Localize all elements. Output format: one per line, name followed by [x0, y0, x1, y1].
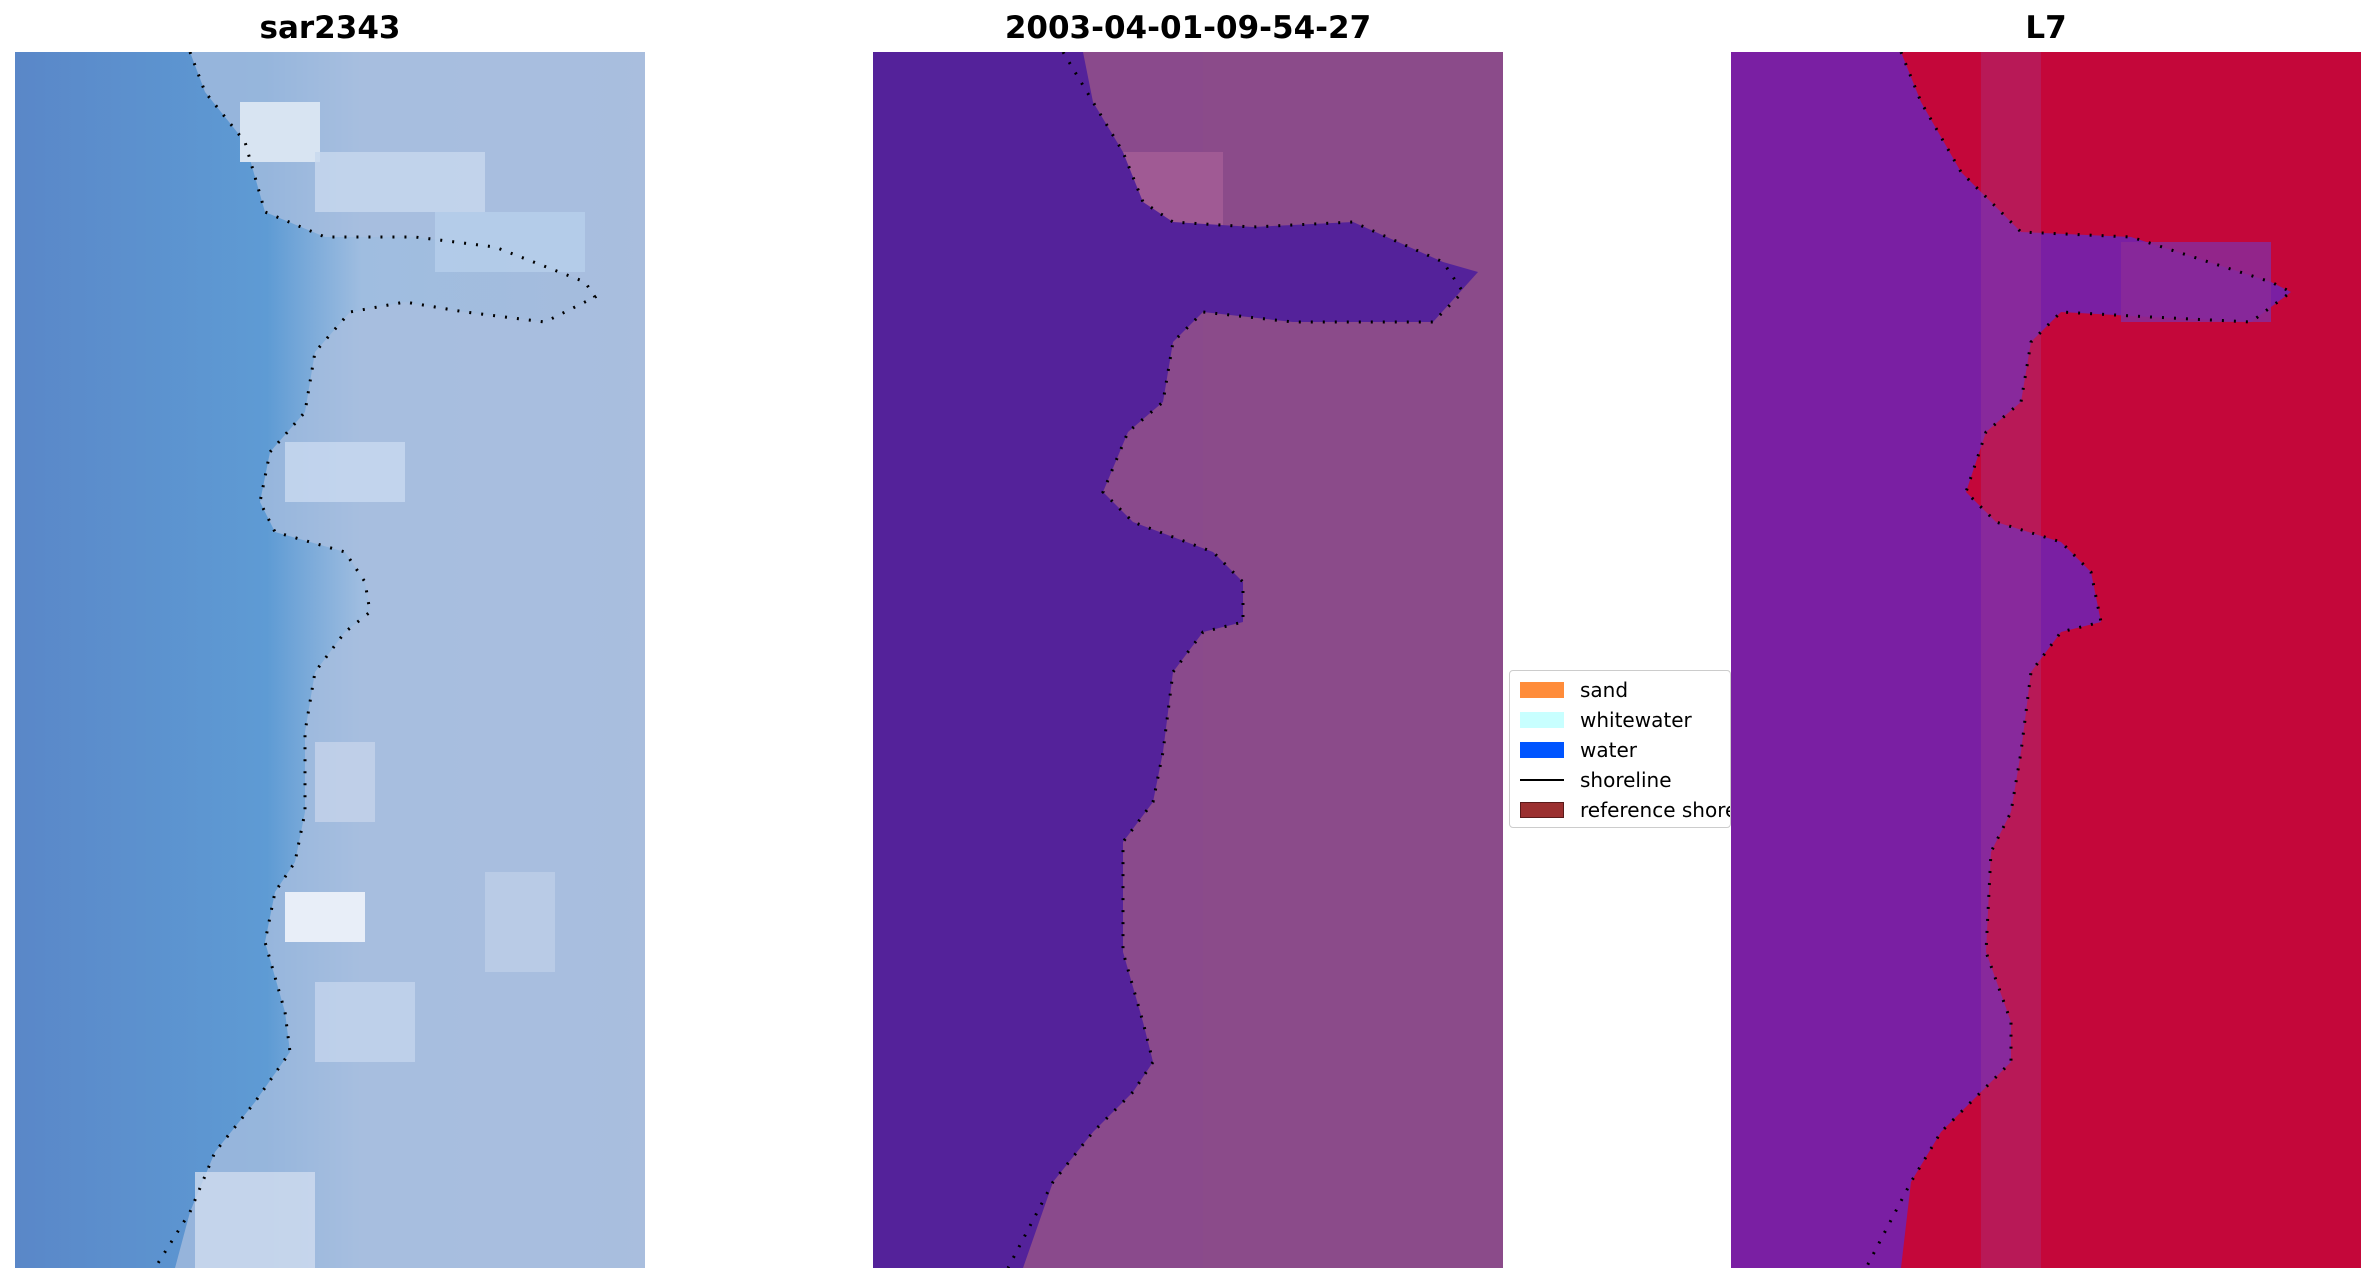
reference-shoreline-swatch: [1520, 802, 1564, 818]
panel-title-rgb: sar2343: [259, 10, 401, 46]
legend-item-shoreline: shoreline: [1520, 767, 1672, 793]
legend-item-water: water: [1520, 737, 1637, 763]
water-swatch: [1520, 742, 1564, 758]
legend-item-reference-shoreline: reference shoreline: [1520, 797, 1730, 823]
index-image-panel: [1731, 52, 2361, 1268]
legend-label-sand: sand: [1580, 678, 1629, 702]
rgb-image-panel: [15, 52, 645, 1268]
panel-title-index: L7: [2025, 10, 2067, 46]
shoreline-line-icon: [1520, 779, 1564, 781]
whitewater-swatch: [1520, 712, 1564, 728]
legend-label-shoreline: shoreline: [1580, 768, 1672, 792]
legend-label-whitewater: whitewater: [1580, 708, 1692, 732]
legend-label-reference-shoreline: reference shoreline: [1580, 798, 1730, 822]
legend-label-water: water: [1580, 738, 1637, 762]
legend: sand whitewater water shoreline referenc…: [1509, 670, 1731, 828]
legend-item-sand: sand: [1520, 677, 1628, 703]
index-image: [1731, 52, 2361, 1268]
panel-title-classified: 2003-04-01-09-54-27: [1004, 10, 1372, 46]
classified-image-panel: [873, 52, 1503, 1268]
classified-image: [873, 52, 1503, 1268]
rgb-image: [15, 52, 645, 1268]
sand-swatch: [1520, 682, 1564, 698]
legend-item-whitewater: whitewater: [1520, 707, 1692, 733]
